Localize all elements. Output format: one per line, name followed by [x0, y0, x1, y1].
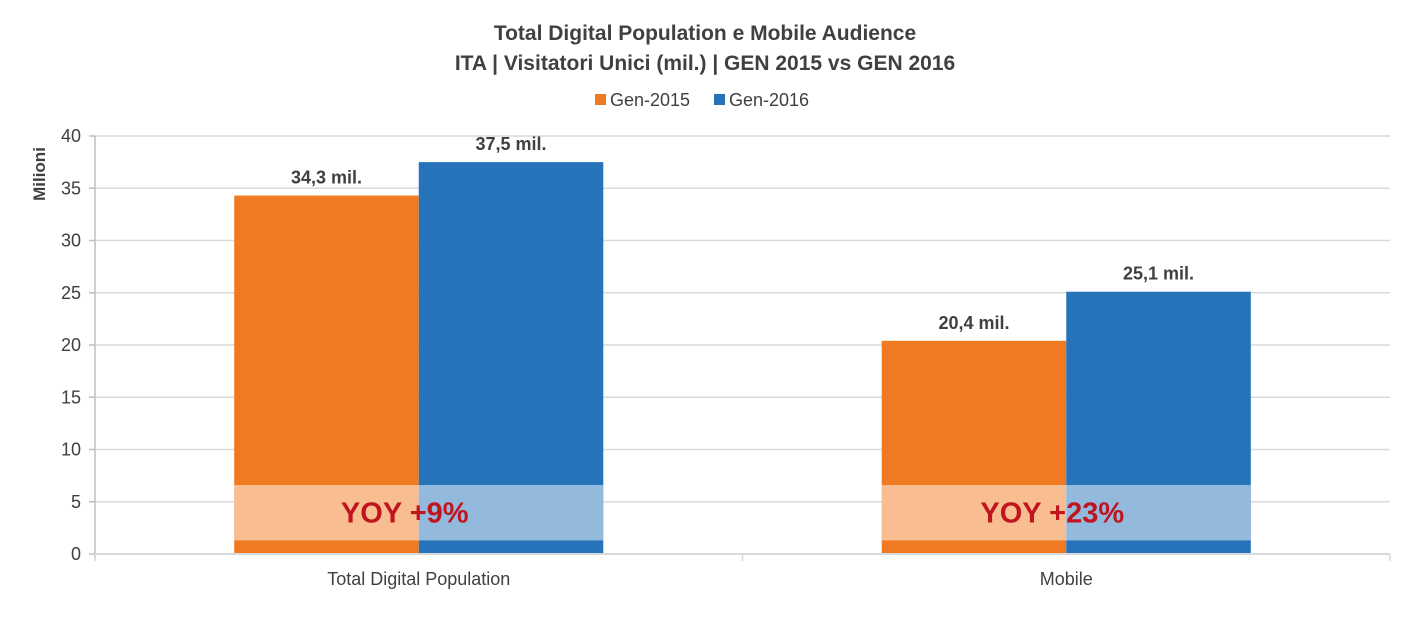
category-label: Total Digital Population	[327, 569, 510, 589]
yoy-highlight-band	[234, 485, 604, 541]
y-tick-label: 20	[61, 335, 81, 355]
y-tick-label: 25	[61, 283, 81, 303]
y-axis-ticks: 0 5 10 15 20 25 30 35 40	[61, 126, 95, 564]
chart-title: Total Digital Population e Mobile Audien…	[494, 22, 916, 45]
y-tick-label: 40	[61, 126, 81, 146]
legend-swatch	[595, 94, 606, 105]
yoy-highlight-band	[881, 485, 1251, 541]
legend-label: Gen-2016	[729, 90, 809, 110]
yoy-annotation: YOY +9%	[341, 498, 469, 530]
legend-label: Gen-2015	[610, 90, 690, 110]
y-tick-label: 15	[61, 387, 81, 407]
y-tick-label: 30	[61, 231, 81, 251]
data-label: 37,5 mil.	[475, 134, 546, 154]
y-tick-label: 35	[61, 178, 81, 198]
y-axis-label: Milioni	[30, 147, 49, 201]
data-label: 25,1 mil.	[1123, 264, 1194, 284]
data-label: 20,4 mil.	[938, 313, 1009, 333]
data-label: 34,3 mil.	[291, 168, 362, 188]
category-labels: Total Digital Population Mobile	[327, 569, 1093, 589]
y-tick-label: 10	[61, 440, 81, 460]
yoy-annotation: YOY +23%	[980, 498, 1124, 530]
y-tick-label: 5	[71, 492, 81, 512]
bars: 34,3 mil. 37,5 mil. YOY +9% 20,4 mil. 25,1 m…	[234, 134, 1251, 554]
y-tick-label: 0	[71, 544, 81, 564]
axes	[94, 136, 1391, 561]
chart-subtitle: ITA | Visitatori Unici (mil.) | GEN 2015…	[455, 52, 955, 75]
legend: Gen-2015 Gen-2016	[595, 90, 809, 110]
category-label: Mobile	[1040, 569, 1093, 589]
legend-swatch	[714, 94, 725, 105]
